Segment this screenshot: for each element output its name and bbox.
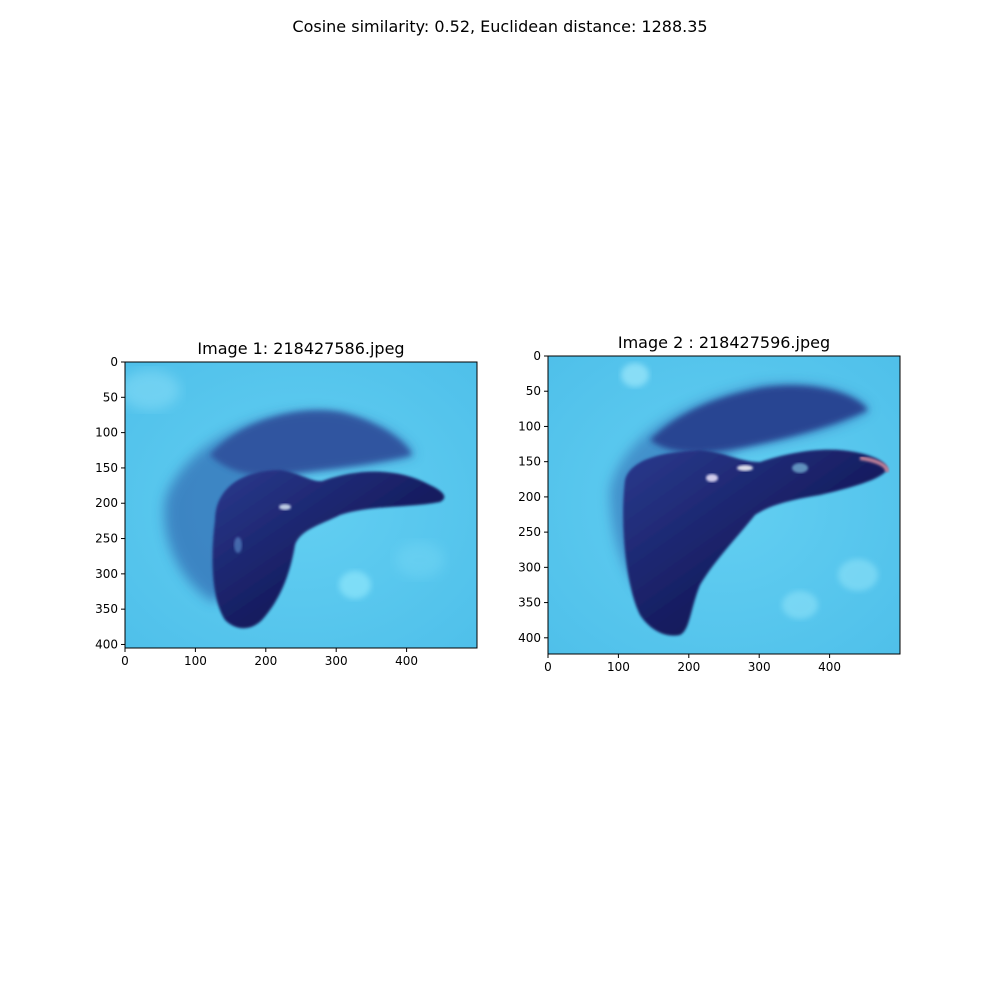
y-tick-label: 200 — [518, 490, 541, 504]
x-tick-label: 300 — [325, 654, 348, 668]
panel-image-2: Image 2 : 218427596.jpeg 0 100 200 300 400 0… — [518, 333, 901, 674]
y-tick-label: 350 — [518, 596, 541, 610]
panel-1-y-axis: 0 50 100 150 200 250 300 350 400 — [95, 355, 125, 651]
x-tick-label: 300 — [748, 660, 771, 674]
y-tick-label: 100 — [95, 426, 118, 440]
x-tick-label: 400 — [818, 660, 841, 674]
panel-1-title: Image 1: 218427586.jpeg — [197, 339, 404, 358]
y-tick-label: 150 — [95, 461, 118, 475]
figure-suptitle: Cosine similarity: 0.52, Euclidean dista… — [292, 17, 708, 36]
y-tick-label: 250 — [518, 525, 541, 539]
y-tick-label: 400 — [518, 631, 541, 645]
panel-2-title: Image 2 : 218427596.jpeg — [618, 333, 830, 352]
y-tick-label: 100 — [518, 419, 541, 433]
y-tick-label: 300 — [518, 560, 541, 574]
y-tick-label: 150 — [518, 455, 541, 469]
panel-2-y-axis: 0 50 100 150 200 250 300 350 400 — [518, 349, 548, 645]
y-tick-label: 200 — [95, 496, 118, 510]
x-tick-label: 0 — [544, 660, 552, 674]
panel-1-x-axis: 0 100 200 300 400 — [121, 648, 418, 668]
x-tick-label: 400 — [395, 654, 418, 668]
y-tick-label: 350 — [95, 602, 118, 616]
y-tick-label: 0 — [533, 349, 541, 363]
y-tick-label: 50 — [526, 384, 541, 398]
x-tick-label: 200 — [254, 654, 277, 668]
panel-2-x-axis: 0 100 200 300 400 — [544, 654, 841, 674]
x-tick-label: 100 — [184, 654, 207, 668]
y-tick-label: 0 — [110, 355, 118, 369]
panel-image-1: Image 1: 218427586.jpeg 0 100 200 300 400 0 5… — [95, 339, 478, 668]
panel-1-frame — [124, 361, 478, 649]
y-tick-label: 300 — [95, 567, 118, 581]
y-tick-label: 250 — [95, 532, 118, 546]
specimen-image-2 — [548, 356, 900, 654]
x-tick-label: 200 — [677, 660, 700, 674]
y-tick-label: 50 — [103, 390, 118, 404]
x-tick-label: 0 — [121, 654, 129, 668]
x-tick-label: 100 — [607, 660, 630, 674]
panel-2-frame — [547, 355, 901, 655]
specimen-image-1 — [125, 362, 477, 648]
y-tick-label: 400 — [95, 637, 118, 651]
